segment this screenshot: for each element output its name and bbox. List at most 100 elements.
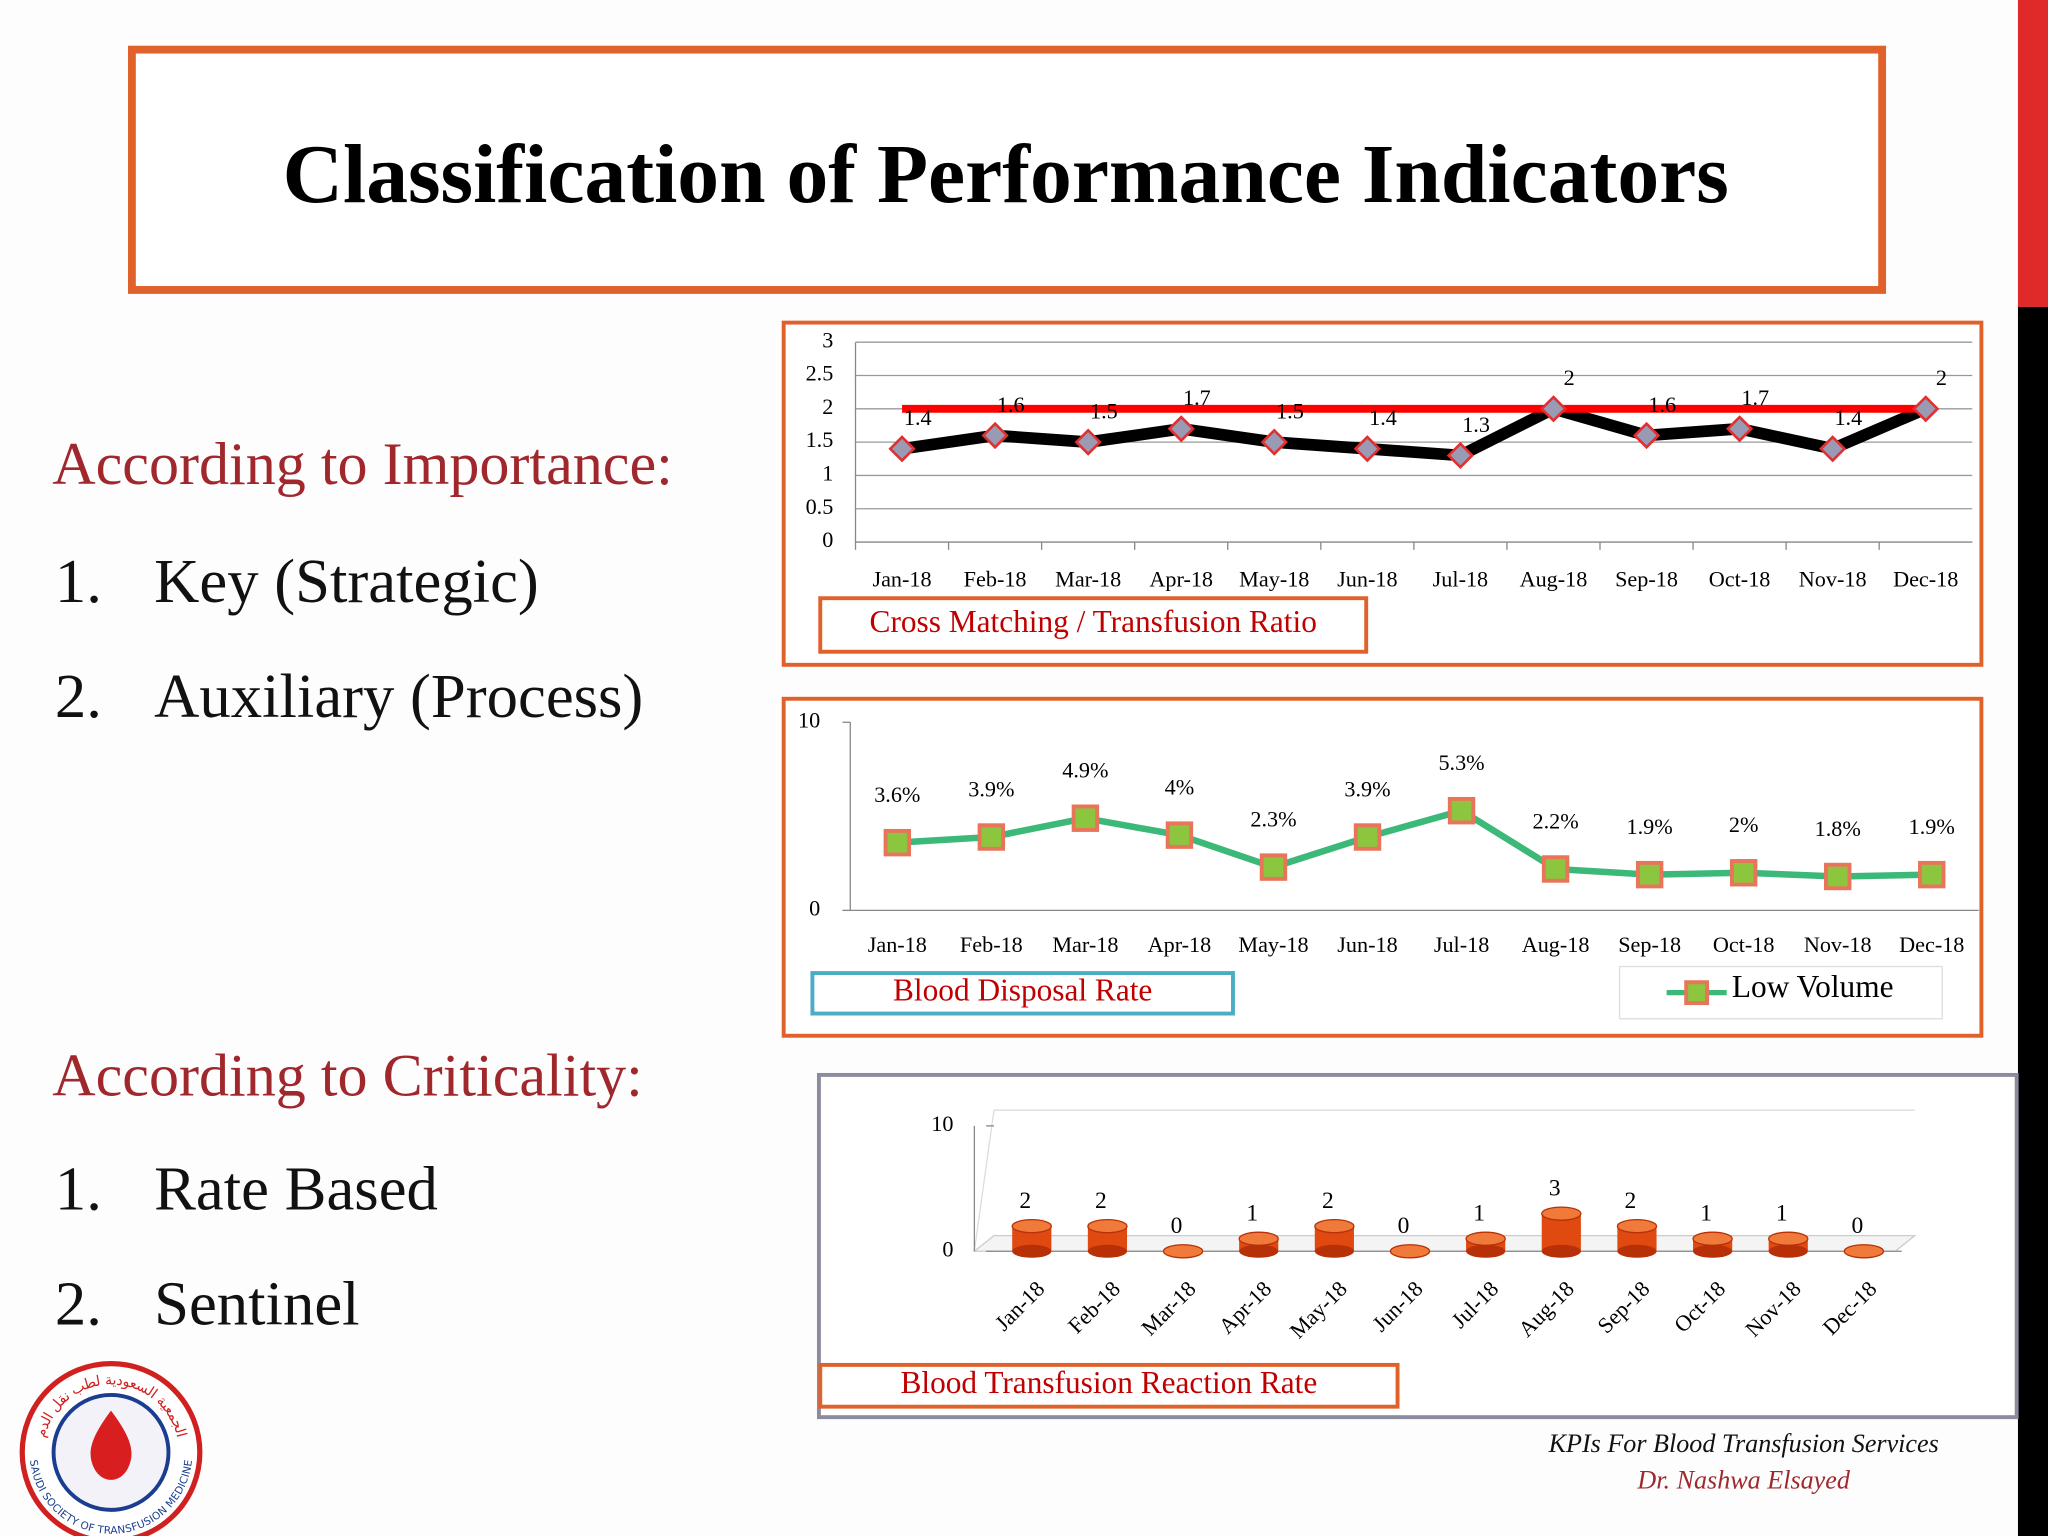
x-tick-label: Sep-18 xyxy=(1618,932,1681,957)
bar-top xyxy=(1692,1231,1733,1246)
data-label: 3.6% xyxy=(874,782,920,807)
chart-title-box xyxy=(810,971,1235,1016)
chart-title: Blood Transfusion Reaction Rate xyxy=(900,1365,1317,1400)
marker xyxy=(883,828,912,857)
x-tick-label: Nov-18 xyxy=(1804,932,1872,957)
data-label: 2% xyxy=(1729,812,1759,837)
y-tick-label: 0 xyxy=(942,1236,953,1261)
marker xyxy=(977,823,1006,851)
x-tick-label: Apr-18 xyxy=(1149,566,1213,591)
data-label: 3.9% xyxy=(1344,776,1390,801)
bar-top xyxy=(1465,1231,1506,1246)
back-wall xyxy=(973,1109,1915,1252)
data-label: 1.7 xyxy=(1741,385,1769,410)
x-tick-label: Mar-18 xyxy=(1052,932,1118,957)
x-tick-label: Dec-18 xyxy=(1893,566,1958,591)
bar xyxy=(1011,1219,1053,1258)
y-tick-label: 3 xyxy=(822,327,833,352)
x-tick-label: Oct-18 xyxy=(1713,932,1775,957)
footer-text: KPIs For Blood Transfusion Services xyxy=(1548,1429,1939,1458)
section-heading: According to Importance: xyxy=(52,430,673,497)
bar-top xyxy=(1616,1219,1658,1234)
marker xyxy=(1539,395,1568,423)
x-tick-label: Aug-18 xyxy=(1522,932,1590,957)
bar xyxy=(1389,1244,1431,1259)
item-number: 1. xyxy=(55,1153,102,1223)
slide-title: Classification of Performance Indicators xyxy=(283,129,1729,221)
data-label: 1.8% xyxy=(1815,816,1861,841)
data-label: 0 xyxy=(1171,1213,1183,1239)
marker xyxy=(1353,435,1381,463)
x-tick-label: Jul-18 xyxy=(1433,566,1488,591)
accent-black xyxy=(2017,306,2048,1536)
data-label: 1.5 xyxy=(1090,398,1118,423)
accent-red xyxy=(2017,0,2048,307)
legend-marker xyxy=(1684,980,1710,1006)
bar xyxy=(1238,1231,1279,1258)
bar xyxy=(1616,1219,1658,1258)
bar-top xyxy=(1314,1219,1355,1234)
footer-author: Dr. Nashwa Elsayed xyxy=(1636,1465,1850,1494)
x-tick-label: Jan-18 xyxy=(872,566,931,591)
y-tick-label: 1 xyxy=(822,461,833,486)
item-text: Sentinel xyxy=(154,1268,359,1338)
logo: الجمعية السعودية لطب نقل الدم SAUDI SOCI… xyxy=(19,1361,203,1536)
x-tick-label: Mar-18 xyxy=(1055,566,1121,591)
bar-bottom xyxy=(1617,1244,1657,1258)
marker xyxy=(1446,441,1475,470)
bar-bottom xyxy=(1466,1244,1506,1258)
data-label: 3.9% xyxy=(968,776,1014,801)
data-label: 3 xyxy=(1549,1176,1561,1202)
data-label: 2 xyxy=(1564,365,1575,390)
y-tick-label: 0 xyxy=(809,895,820,920)
x-tick-label: Nov-18 xyxy=(1799,566,1867,591)
bar-bottom xyxy=(1239,1244,1279,1258)
marker xyxy=(1167,415,1195,443)
x-tick-label: Jun-18 xyxy=(1337,566,1397,591)
chart-title-box xyxy=(818,1362,1400,1409)
data-label: 1 xyxy=(1700,1201,1712,1227)
bar-top xyxy=(1768,1231,1809,1246)
section-heading: According to Criticality: xyxy=(52,1041,643,1108)
marker xyxy=(1165,821,1194,849)
marker xyxy=(1729,859,1758,887)
marker xyxy=(1632,421,1661,450)
chart-title-box xyxy=(818,596,1369,654)
marker xyxy=(888,435,916,463)
bar xyxy=(1692,1231,1733,1258)
data-label: 1 xyxy=(1473,1201,1485,1227)
data-label: 2 xyxy=(1322,1188,1334,1214)
title-box xyxy=(127,45,1887,294)
marker xyxy=(1353,823,1382,851)
y-tick-label: 0 xyxy=(822,527,833,552)
x-tick-label: Dec-18 xyxy=(1899,932,1964,957)
data-label: 1.7 xyxy=(1183,385,1211,410)
bar xyxy=(1541,1206,1582,1258)
data-label: 1.4 xyxy=(904,405,932,430)
marker xyxy=(1918,860,1946,889)
data-label: 1.4 xyxy=(1834,405,1862,430)
y-tick-label: 10 xyxy=(798,707,820,732)
bar xyxy=(1087,1219,1128,1258)
x-tick-label: Jun-18 xyxy=(1337,932,1397,957)
data-label: 0 xyxy=(1398,1213,1410,1239)
x-tick-label: May-18 xyxy=(1238,932,1308,957)
x-tick-label: Feb-18 xyxy=(960,932,1023,957)
y-tick-label: 0.5 xyxy=(806,494,834,519)
marker xyxy=(1071,804,1100,832)
data-label: 0 xyxy=(1851,1213,1863,1239)
series-line xyxy=(901,402,1929,462)
bar-top xyxy=(1541,1206,1582,1221)
data-label: 1 xyxy=(1776,1201,1788,1227)
marker xyxy=(1259,853,1288,881)
marker xyxy=(1823,862,1852,891)
marker xyxy=(1260,428,1288,456)
data-label: 2.3% xyxy=(1250,806,1296,831)
bar-bottom xyxy=(1768,1244,1808,1258)
data-label: 2 xyxy=(1936,365,1947,390)
data-label: 1.9% xyxy=(1909,814,1955,839)
data-label: 2 xyxy=(1095,1188,1107,1214)
bar-bottom xyxy=(1541,1244,1581,1258)
data-label: 1.6 xyxy=(1648,392,1676,417)
